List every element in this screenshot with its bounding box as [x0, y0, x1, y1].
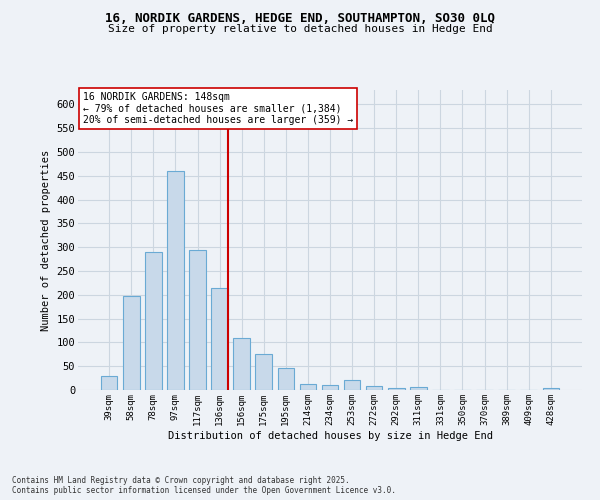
X-axis label: Distribution of detached houses by size in Hedge End: Distribution of detached houses by size … [167, 430, 493, 440]
Bar [322, 385, 338, 390]
Y-axis label: Number of detached properties: Number of detached properties [41, 150, 51, 330]
Bar [189, 250, 206, 390]
Bar [278, 368, 294, 390]
Bar [388, 388, 404, 390]
Bar [410, 387, 427, 390]
Text: 16, NORDIK GARDENS, HEDGE END, SOUTHAMPTON, SO30 0LQ: 16, NORDIK GARDENS, HEDGE END, SOUTHAMPT… [105, 12, 495, 26]
Bar [299, 384, 316, 390]
Bar [145, 252, 161, 390]
Bar [123, 296, 140, 390]
Bar [211, 288, 228, 390]
Bar [233, 338, 250, 390]
Text: Contains HM Land Registry data © Crown copyright and database right 2025.
Contai: Contains HM Land Registry data © Crown c… [12, 476, 396, 495]
Bar [344, 380, 361, 390]
Bar [256, 354, 272, 390]
Bar [542, 388, 559, 390]
Text: 16 NORDIK GARDENS: 148sqm
← 79% of detached houses are smaller (1,384)
20% of se: 16 NORDIK GARDENS: 148sqm ← 79% of detac… [83, 92, 353, 124]
Bar [101, 376, 118, 390]
Text: Size of property relative to detached houses in Hedge End: Size of property relative to detached ho… [107, 24, 493, 34]
Bar [167, 171, 184, 390]
Bar [366, 386, 382, 390]
